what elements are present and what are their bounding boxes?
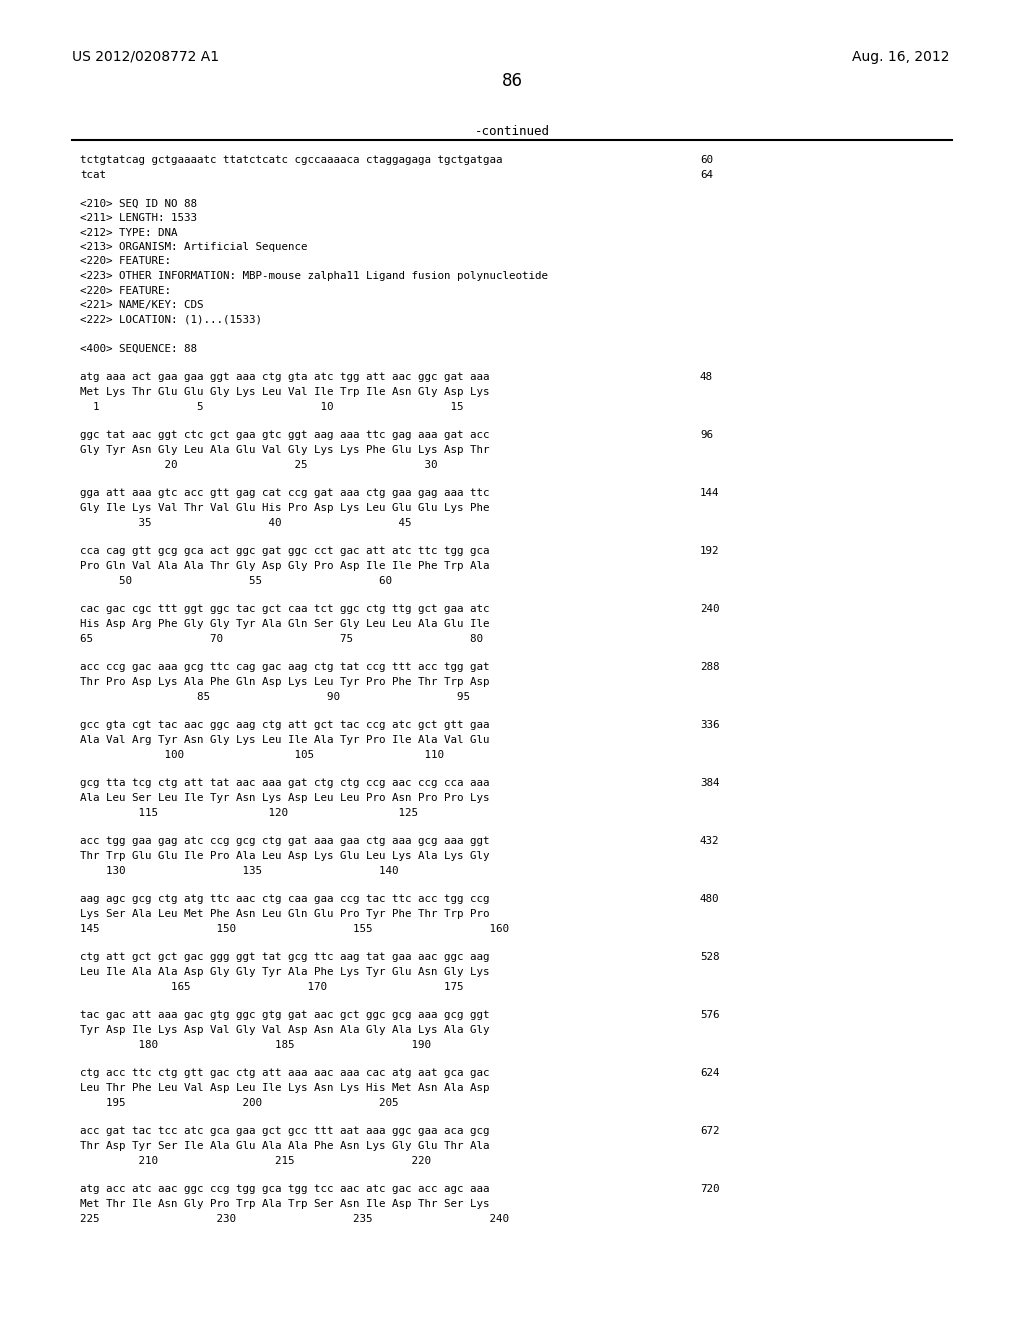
- Text: Leu Thr Phe Leu Val Asp Leu Ile Lys Asn Lys His Met Asn Ala Asp: Leu Thr Phe Leu Val Asp Leu Ile Lys Asn …: [80, 1082, 489, 1093]
- Text: 225                  230                  235                  240: 225 230 235 240: [80, 1213, 509, 1224]
- Text: cac gac cgc ttt ggt ggc tac gct caa tct ggc ctg ttg gct gaa atc: cac gac cgc ttt ggt ggc tac gct caa tct …: [80, 605, 489, 615]
- Text: tac gac att aaa gac gtg ggc gtg gat aac gct ggc gcg aaa gcg ggt: tac gac att aaa gac gtg ggc gtg gat aac …: [80, 1011, 489, 1020]
- Text: <213> ORGANISM: Artificial Sequence: <213> ORGANISM: Artificial Sequence: [80, 242, 307, 252]
- Text: 86: 86: [502, 73, 522, 90]
- Text: 130                  135                  140: 130 135 140: [80, 866, 398, 875]
- Text: Met Lys Thr Glu Glu Gly Lys Leu Val Ile Trp Ile Asn Gly Asp Lys: Met Lys Thr Glu Glu Gly Lys Leu Val Ile …: [80, 387, 489, 397]
- Text: His Asp Arg Phe Gly Gly Tyr Ala Gln Ser Gly Leu Leu Ala Glu Ile: His Asp Arg Phe Gly Gly Tyr Ala Gln Ser …: [80, 619, 489, 630]
- Text: <211> LENGTH: 1533: <211> LENGTH: 1533: [80, 213, 197, 223]
- Text: <221> NAME/KEY: CDS: <221> NAME/KEY: CDS: [80, 300, 204, 310]
- Text: 195                  200                  205: 195 200 205: [80, 1097, 398, 1107]
- Text: acc tgg gaa gag atc ccg gcg ctg gat aaa gaa ctg aaa gcg aaa ggt: acc tgg gaa gag atc ccg gcg ctg gat aaa …: [80, 837, 489, 846]
- Text: Ala Leu Ser Leu Ile Tyr Asn Lys Asp Leu Leu Pro Asn Pro Pro Lys: Ala Leu Ser Leu Ile Tyr Asn Lys Asp Leu …: [80, 793, 489, 803]
- Text: 144: 144: [700, 488, 720, 499]
- Text: Thr Pro Asp Lys Ala Phe Gln Asp Lys Leu Tyr Pro Phe Thr Trp Asp: Thr Pro Asp Lys Ala Phe Gln Asp Lys Leu …: [80, 677, 489, 686]
- Text: gga att aaa gtc acc gtt gag cat ccg gat aaa ctg gaa gag aaa ttc: gga att aaa gtc acc gtt gag cat ccg gat …: [80, 488, 489, 499]
- Text: <223> OTHER INFORMATION: MBP-mouse zalpha11 Ligand fusion polynucleotide: <223> OTHER INFORMATION: MBP-mouse zalph…: [80, 271, 548, 281]
- Text: 85                  90                  95: 85 90 95: [80, 692, 470, 701]
- Text: 165                  170                  175: 165 170 175: [80, 982, 464, 991]
- Text: Thr Trp Glu Glu Ile Pro Ala Leu Asp Lys Glu Leu Lys Ala Lys Gly: Thr Trp Glu Glu Ile Pro Ala Leu Asp Lys …: [80, 851, 489, 861]
- Text: 20                  25                  30: 20 25 30: [80, 459, 437, 470]
- Text: 210                  215                  220: 210 215 220: [80, 1155, 431, 1166]
- Text: 288: 288: [700, 663, 720, 672]
- Text: 48: 48: [700, 372, 713, 383]
- Text: acc gat tac tcc atc gca gaa gct gcc ttt aat aaa ggc gaa aca gcg: acc gat tac tcc atc gca gaa gct gcc ttt …: [80, 1126, 489, 1137]
- Text: 576: 576: [700, 1011, 720, 1020]
- Text: Pro Gln Val Ala Ala Thr Gly Asp Gly Pro Asp Ile Ile Phe Trp Ala: Pro Gln Val Ala Ala Thr Gly Asp Gly Pro …: [80, 561, 489, 572]
- Text: <212> TYPE: DNA: <212> TYPE: DNA: [80, 227, 177, 238]
- Text: 50                  55                  60: 50 55 60: [80, 576, 392, 586]
- Text: ggc tat aac ggt ctc gct gaa gtc ggt aag aaa ttc gag aaa gat acc: ggc tat aac ggt ctc gct gaa gtc ggt aag …: [80, 430, 489, 441]
- Text: Lys Ser Ala Leu Met Phe Asn Leu Gln Glu Pro Tyr Phe Thr Trp Pro: Lys Ser Ala Leu Met Phe Asn Leu Gln Glu …: [80, 909, 489, 919]
- Text: 115                 120                 125: 115 120 125: [80, 808, 418, 817]
- Text: Aug. 16, 2012: Aug. 16, 2012: [853, 50, 950, 63]
- Text: tctgtatcag gctgaaaatc ttatctcatc cgccaaaaca ctaggagaga tgctgatgaa: tctgtatcag gctgaaaatc ttatctcatc cgccaaa…: [80, 154, 503, 165]
- Text: 432: 432: [700, 837, 720, 846]
- Text: tcat: tcat: [80, 169, 106, 180]
- Text: 384: 384: [700, 779, 720, 788]
- Text: 336: 336: [700, 721, 720, 730]
- Text: 480: 480: [700, 895, 720, 904]
- Text: Ala Val Arg Tyr Asn Gly Lys Leu Ile Ala Tyr Pro Ile Ala Val Glu: Ala Val Arg Tyr Asn Gly Lys Leu Ile Ala …: [80, 735, 489, 744]
- Text: atg aaa act gaa gaa ggt aaa ctg gta atc tgg att aac ggc gat aaa: atg aaa act gaa gaa ggt aaa ctg gta atc …: [80, 372, 489, 383]
- Text: Gly Tyr Asn Gly Leu Ala Glu Val Gly Lys Lys Phe Glu Lys Asp Thr: Gly Tyr Asn Gly Leu Ala Glu Val Gly Lys …: [80, 445, 489, 455]
- Text: acc ccg gac aaa gcg ttc cag gac aag ctg tat ccg ttt acc tgg gat: acc ccg gac aaa gcg ttc cag gac aag ctg …: [80, 663, 489, 672]
- Text: ctg acc ttc ctg gtt gac ctg att aaa aac aaa cac atg aat gca gac: ctg acc ttc ctg gtt gac ctg att aaa aac …: [80, 1068, 489, 1078]
- Text: 240: 240: [700, 605, 720, 615]
- Text: 60: 60: [700, 154, 713, 165]
- Text: 192: 192: [700, 546, 720, 557]
- Text: 720: 720: [700, 1184, 720, 1195]
- Text: 624: 624: [700, 1068, 720, 1078]
- Text: ctg att gct gct gac ggg ggt tat gcg ttc aag tat gaa aac ggc aag: ctg att gct gct gac ggg ggt tat gcg ttc …: [80, 953, 489, 962]
- Text: Leu Ile Ala Ala Asp Gly Gly Tyr Ala Phe Lys Tyr Glu Asn Gly Lys: Leu Ile Ala Ala Asp Gly Gly Tyr Ala Phe …: [80, 968, 489, 977]
- Text: <210> SEQ ID NO 88: <210> SEQ ID NO 88: [80, 198, 197, 209]
- Text: 145                  150                  155                  160: 145 150 155 160: [80, 924, 509, 933]
- Text: <222> LOCATION: (1)...(1533): <222> LOCATION: (1)...(1533): [80, 314, 262, 325]
- Text: US 2012/0208772 A1: US 2012/0208772 A1: [72, 50, 219, 63]
- Text: 65                  70                  75                  80: 65 70 75 80: [80, 634, 483, 644]
- Text: 35                  40                  45: 35 40 45: [80, 517, 412, 528]
- Text: 96: 96: [700, 430, 713, 441]
- Text: gcc gta cgt tac aac ggc aag ctg att gct tac ccg atc gct gtt gaa: gcc gta cgt tac aac ggc aag ctg att gct …: [80, 721, 489, 730]
- Text: 1               5                  10                  15: 1 5 10 15: [80, 401, 464, 412]
- Text: Gly Ile Lys Val Thr Val Glu His Pro Asp Lys Leu Glu Glu Lys Phe: Gly Ile Lys Val Thr Val Glu His Pro Asp …: [80, 503, 489, 513]
- Text: 100                 105                 110: 100 105 110: [80, 750, 444, 759]
- Text: cca cag gtt gcg gca act ggc gat ggc cct gac att atc ttc tgg gca: cca cag gtt gcg gca act ggc gat ggc cct …: [80, 546, 489, 557]
- Text: gcg tta tcg ctg att tat aac aaa gat ctg ctg ccg aac ccg cca aaa: gcg tta tcg ctg att tat aac aaa gat ctg …: [80, 779, 489, 788]
- Text: Thr Asp Tyr Ser Ile Ala Glu Ala Ala Phe Asn Lys Gly Glu Thr Ala: Thr Asp Tyr Ser Ile Ala Glu Ala Ala Phe …: [80, 1140, 489, 1151]
- Text: atg acc atc aac ggc ccg tgg gca tgg tcc aac atc gac acc agc aaa: atg acc atc aac ggc ccg tgg gca tgg tcc …: [80, 1184, 489, 1195]
- Text: <220> FEATURE:: <220> FEATURE:: [80, 285, 171, 296]
- Text: <400> SEQUENCE: 88: <400> SEQUENCE: 88: [80, 343, 197, 354]
- Text: Met Thr Ile Asn Gly Pro Trp Ala Trp Ser Asn Ile Asp Thr Ser Lys: Met Thr Ile Asn Gly Pro Trp Ala Trp Ser …: [80, 1199, 489, 1209]
- Text: <220> FEATURE:: <220> FEATURE:: [80, 256, 171, 267]
- Text: 180                  185                  190: 180 185 190: [80, 1040, 431, 1049]
- Text: 528: 528: [700, 953, 720, 962]
- Text: -continued: -continued: [474, 125, 550, 139]
- Text: Tyr Asp Ile Lys Asp Val Gly Val Asp Asn Ala Gly Ala Lys Ala Gly: Tyr Asp Ile Lys Asp Val Gly Val Asp Asn …: [80, 1026, 489, 1035]
- Text: 64: 64: [700, 169, 713, 180]
- Text: aag agc gcg ctg atg ttc aac ctg caa gaa ccg tac ttc acc tgg ccg: aag agc gcg ctg atg ttc aac ctg caa gaa …: [80, 895, 489, 904]
- Text: 672: 672: [700, 1126, 720, 1137]
